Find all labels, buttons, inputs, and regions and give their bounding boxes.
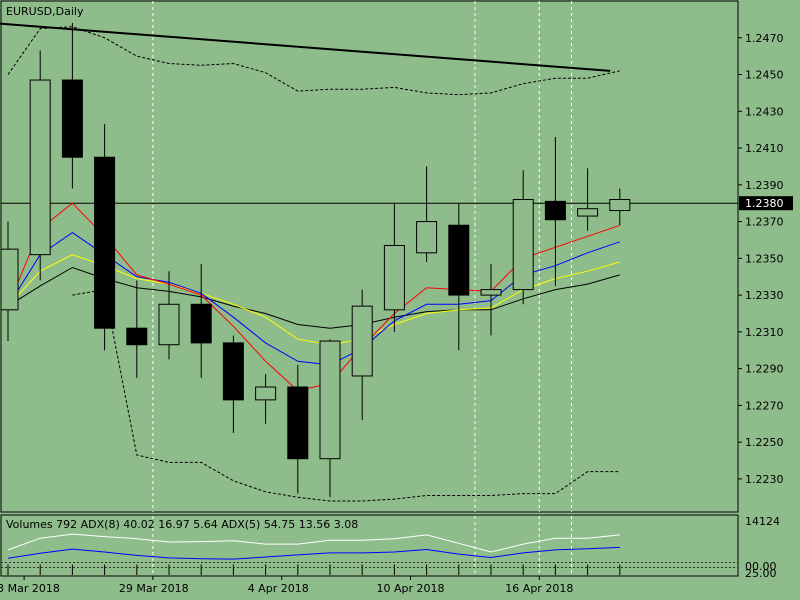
candle-body-0 [0, 248, 19, 311]
candle-body-19 [609, 199, 631, 212]
candle-body-14 [448, 224, 470, 296]
bollinger-bands [7, 26, 620, 502]
volume-tick-label-0: 14124 [745, 515, 780, 528]
current-price-box [739, 196, 793, 211]
candle-body-7 [222, 342, 244, 401]
candlesticks [0, 23, 631, 498]
candle-body-2 [61, 79, 83, 158]
candle-body-15 [480, 289, 502, 296]
date-label-1: 29 Mar 2018 [119, 582, 189, 595]
candle-body-3 [94, 156, 116, 329]
volume-panel-frame [0, 514, 739, 577]
candle-body-5 [158, 303, 180, 346]
symbol-label: EURUSD,Daily [6, 5, 84, 18]
price-tick-label-6: 1.2350 [745, 252, 784, 265]
trendline-segment [0, 22, 611, 72]
candle-body-1 [29, 79, 51, 256]
date-label-4: 16 Apr 2018 [505, 582, 573, 595]
date-label-3: 10 Apr 2018 [377, 582, 445, 595]
date-label-0: 23 Mar 2018 [0, 582, 60, 595]
price-tick-label-1: 1.2450 [745, 69, 784, 82]
price-axis: 1.2470 1.2450 1.2430 1.2410 1.2390 1.2370 1.23… [738, 32, 793, 486]
price-tick-label-11: 1.2250 [745, 436, 784, 449]
candle-body-16 [512, 199, 534, 291]
price-tick-label-2: 1.2430 [745, 105, 784, 118]
adx-blue-line [7, 546, 620, 560]
candle-body-11 [351, 305, 373, 377]
price-tick-label-8: 1.2310 [745, 326, 784, 339]
vertical-grid [152, 1, 572, 575]
volume-panel-label: Volumes 792 ADX(8) 40.02 16.97 5.64 ADX(… [6, 518, 358, 531]
price-tick-label-0: 1.2470 [745, 32, 784, 45]
bollinger-lower-line [72, 289, 620, 502]
price-tick-label-9: 1.2290 [745, 363, 784, 376]
price-tick-label-4: 1.2390 [745, 179, 784, 192]
candle-body-12 [383, 244, 405, 311]
trendline [0, 22, 611, 72]
adx-white-line [7, 533, 620, 553]
candle-body-10 [319, 340, 341, 460]
candle-body-17 [544, 200, 566, 221]
price-tick-label-12: 1.2230 [745, 473, 784, 486]
candle-body-13 [416, 221, 438, 254]
candle-body-8 [255, 386, 277, 401]
price-tick-label-3: 1.2410 [745, 142, 784, 155]
volume-tick-label-2: 25.00 [745, 567, 777, 580]
price-tick-label-10: 1.2270 [745, 399, 784, 412]
date-axis: 23 Mar 2018 29 Mar 2018 4 Apr 2018 10 Apr 2… [0, 576, 573, 595]
date-label-2: 4 Apr 2018 [248, 582, 309, 595]
volume-tick-label-1: 00.00 [745, 560, 777, 573]
price-tick-label-5: 1.2370 [745, 216, 784, 229]
candle-body-18 [577, 208, 599, 217]
candle-body-4 [126, 327, 148, 346]
candle-body-9 [287, 386, 309, 460]
current-price-label: 1.2380 [745, 197, 784, 210]
price-tick-label-7: 1.2330 [745, 289, 784, 302]
candle-body-6 [190, 303, 212, 344]
